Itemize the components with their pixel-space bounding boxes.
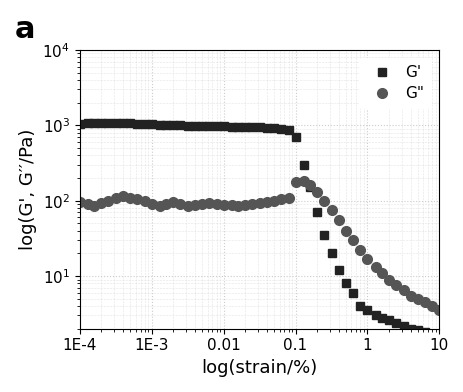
G" (192, 203, 197, 207)
G" (321, 198, 326, 203)
G' (429, 332, 434, 336)
Y-axis label: log(G', G′′/Pa): log(G', G′′/Pa) (19, 129, 37, 250)
G' (321, 233, 326, 238)
G" (436, 308, 441, 313)
G" (342, 229, 348, 233)
G' (77, 122, 82, 126)
G" (429, 304, 434, 309)
G' (342, 281, 348, 286)
Line: G': G' (75, 118, 443, 340)
G" (157, 204, 163, 209)
G' (192, 123, 197, 128)
G" (300, 179, 306, 184)
X-axis label: log(strain/%): log(strain/%) (201, 359, 317, 377)
Legend: G', G": G', G" (358, 58, 431, 109)
G' (199, 123, 204, 128)
Text: a: a (15, 15, 35, 44)
G' (163, 123, 169, 127)
Line: G": G" (75, 177, 443, 315)
G' (436, 334, 441, 338)
G' (106, 120, 111, 125)
G" (77, 200, 82, 205)
G" (185, 204, 190, 209)
